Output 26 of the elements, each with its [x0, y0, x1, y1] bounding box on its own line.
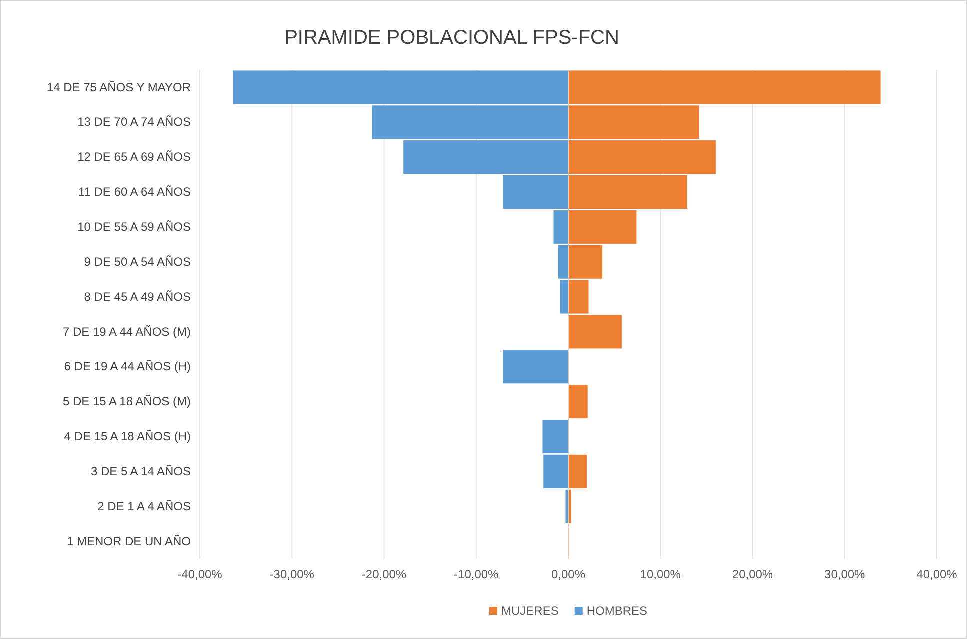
x-tick-label: -10,00%	[454, 568, 500, 582]
x-tick-label: -40,00%	[178, 568, 223, 582]
y-tick-label: 3 DE 5 A 14 AÑOS	[90, 464, 191, 479]
x-tick-label: 0,00%	[551, 568, 586, 582]
y-tick-label: 4 DE 15 A 18 AÑOS (H)	[64, 430, 191, 444]
x-tick-label: -20,00%	[362, 568, 407, 582]
y-tick-label: 5 DE 15 A 18 AÑOS (M)	[62, 394, 191, 409]
x-tick-label: 40,00%	[916, 568, 958, 582]
y-tick-label: 6 DE 19 A 44 AÑOS (H)	[64, 360, 191, 374]
y-tick-label: 7 DE 19 A 44 AÑOS (M)	[62, 324, 191, 339]
x-tick-label: 30,00%	[824, 568, 866, 582]
legend-label: MUJERES	[501, 604, 559, 618]
x-tick-label: 10,00%	[640, 568, 682, 582]
legend-label: HOMBRES	[586, 604, 648, 618]
y-tick-label: 12 DE 65 A 69 AÑOS	[78, 150, 191, 164]
chart-title: PIRAMIDE POBLACIONAL FPS-FCN	[284, 27, 620, 49]
x-tick-label: -30,00%	[270, 568, 315, 582]
y-tick-label: 13 DE 70 A 74 AÑOS	[78, 115, 191, 130]
y-tick-label: 8 DE 45 A 49 AÑOS	[84, 290, 191, 304]
y-tick-label: 9 DE 50 A 54 AÑOS	[84, 254, 191, 269]
y-tick-label: 11 DE 60 A 64 AÑOS	[78, 185, 191, 200]
y-tick-label: 10 DE 55 A 59 AÑOS	[78, 220, 191, 234]
y-tick-label: 2 DE 1 A 4 AÑOS	[98, 499, 191, 514]
y-tick-label: 14 DE 75 AÑOS Y MAYOR	[46, 80, 192, 94]
y-tick-label: 1 MENOR DE UN AÑO	[66, 534, 191, 548]
x-tick-label: 20,00%	[732, 568, 774, 582]
